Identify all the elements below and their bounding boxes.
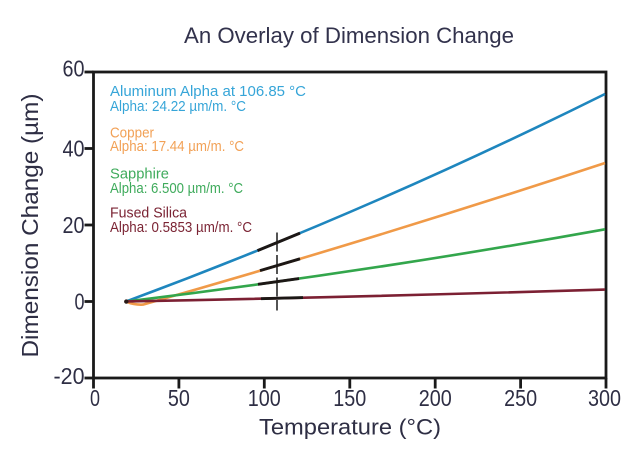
svg-text:Alpha: 24.22 µm/m. °C: Alpha: 24.22 µm/m. °C xyxy=(110,98,246,115)
svg-text:Aluminum Alpha at 106.85 °C: Aluminum Alpha at 106.85 °C xyxy=(110,83,306,100)
svg-text:Alpha: 6.500 µm/m. °C: Alpha: 6.500 µm/m. °C xyxy=(110,180,243,197)
svg-text:0: 0 xyxy=(90,385,100,411)
svg-text:50: 50 xyxy=(168,385,190,411)
svg-text:Temperature (°C): Temperature (°C) xyxy=(259,415,441,440)
svg-text:An Overlay of Dimension Change: An Overlay of Dimension Change xyxy=(184,23,514,48)
svg-text:200: 200 xyxy=(419,385,452,411)
svg-text:150: 150 xyxy=(333,385,366,411)
svg-text:300: 300 xyxy=(588,385,621,411)
svg-text:-20: -20 xyxy=(54,363,85,389)
svg-text:Sapphire: Sapphire xyxy=(110,165,169,182)
svg-text:60: 60 xyxy=(63,56,85,82)
svg-text:0: 0 xyxy=(75,289,85,315)
svg-text:250: 250 xyxy=(504,385,537,411)
svg-text:20: 20 xyxy=(63,212,85,238)
svg-text:40: 40 xyxy=(63,136,85,162)
svg-text:Copper: Copper xyxy=(110,125,154,142)
svg-text:Dimension Change (µm): Dimension Change (µm) xyxy=(17,94,43,358)
svg-text:Alpha: 0.5853 µm/m. °C: Alpha: 0.5853 µm/m. °C xyxy=(110,219,252,236)
svg-text:Fused Silica: Fused Silica xyxy=(110,205,188,222)
svg-text:Alpha: 17.44 µm/m. °C: Alpha: 17.44 µm/m. °C xyxy=(110,138,244,155)
svg-text:100: 100 xyxy=(248,385,281,411)
